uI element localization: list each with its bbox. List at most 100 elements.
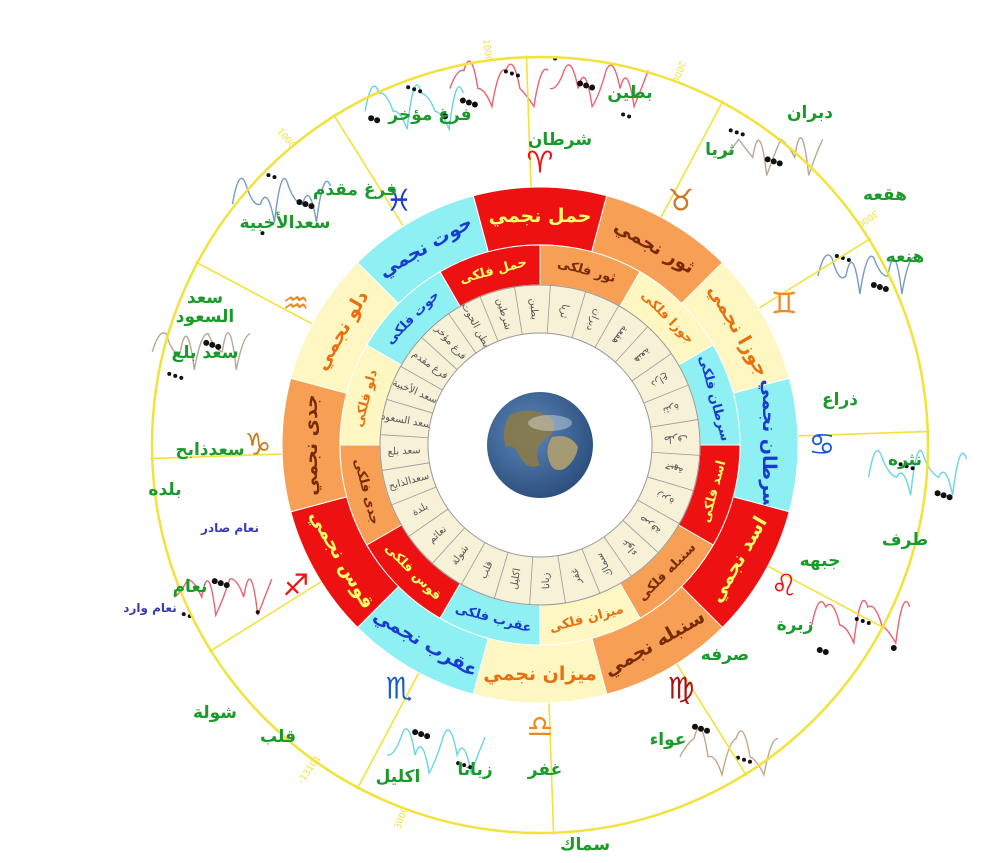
earth-continent [503, 410, 555, 467]
mansion-divider [651, 451, 700, 456]
star-dot [368, 115, 375, 122]
constellation-sketch [549, 64, 649, 110]
outer-mansion-label: قلب [260, 727, 296, 747]
star-dot [776, 160, 783, 167]
mansion-divider [631, 353, 672, 382]
star-dot [515, 73, 520, 78]
star-dot [442, 113, 449, 120]
star-dot [215, 343, 222, 350]
mansion-divider [421, 337, 458, 370]
sidereal-sign-label: جدى نجمي [300, 394, 322, 496]
outer-mansion-label: زبرة [777, 615, 814, 635]
star-dot [770, 158, 777, 165]
mansion-divider [386, 398, 433, 414]
mansion-name: غفر [569, 567, 584, 586]
star-dot [179, 375, 184, 380]
mansion-divider [637, 499, 680, 524]
sign-boundary-spoke [150, 453, 286, 460]
mansion-divider [622, 520, 659, 553]
outer-mansion-label: زبانا [457, 760, 492, 780]
sidereal-sign-label: سرطان نجمي [758, 379, 780, 510]
star-dot [266, 173, 271, 178]
star-dot [418, 731, 425, 738]
zodiac-symbol-icon: ♏ [386, 672, 413, 707]
star-dot [203, 339, 210, 346]
mansion-divider [381, 462, 430, 471]
mansion-divider [400, 366, 443, 391]
star-dot [583, 82, 590, 89]
outer-mansion-label: سعد [187, 288, 223, 308]
mansion-divider [557, 555, 566, 604]
constellation-sketch [679, 727, 779, 778]
star-dot [621, 112, 626, 117]
star-dot [870, 281, 877, 288]
star-dot [308, 203, 315, 210]
mansion-name: سعد بلع [387, 445, 421, 458]
star-dot [211, 578, 218, 585]
earth-cloud [528, 415, 572, 431]
mansion-name: ثريا [557, 303, 570, 319]
sign-boundary-spoke [195, 261, 316, 326]
sign-boundary-spoke [356, 669, 421, 790]
constellation-sketch [867, 449, 968, 496]
outer-mansion-label: سعدالأخبية [239, 212, 330, 233]
circle-tick-label: 1000 [275, 127, 298, 151]
outer-mansion-label: نعام [173, 577, 208, 597]
star-dot [734, 130, 739, 135]
sign-boundary-spoke [674, 660, 748, 777]
star-dot [627, 114, 632, 119]
star-dot [418, 89, 423, 94]
constellation-sketch [817, 254, 917, 295]
outer-mansion-label: نعام صادر [200, 521, 259, 536]
star-dot [846, 257, 851, 262]
star-dot [940, 492, 947, 499]
star-dot [822, 649, 829, 655]
mansion-divider [615, 326, 648, 363]
mansion-divider [643, 384, 689, 404]
mansion-divider [479, 296, 499, 342]
outer-mansion-label: اكليل [376, 767, 421, 787]
mansion-divider [571, 291, 587, 338]
constellation-sketch [151, 332, 251, 370]
star-dot [471, 101, 478, 108]
sidereal-sign-label: ميزان نجمي [483, 663, 596, 685]
outer-mansion-label: طرف [882, 530, 928, 550]
star-dot [692, 723, 698, 730]
mansion-divider [603, 536, 632, 577]
outer-mansion-label: صرفه [701, 645, 749, 665]
circle-tick-label: 2000 [669, 59, 686, 84]
sidereal-sign-label: حمل نجمي [489, 205, 592, 227]
outer-mansion-label: ذراع [822, 390, 858, 410]
outer-mansion-label: شرطان [528, 130, 592, 150]
outer-mansion-label: دبران [787, 103, 833, 123]
star-dot [740, 132, 745, 137]
outer-mansion-label: هقعه [863, 185, 907, 205]
circle-tick-label: 1000 [480, 39, 493, 63]
star-dot [459, 97, 466, 104]
mansion-divider [650, 419, 699, 428]
star-dot [468, 765, 473, 770]
constellation-sketch [364, 84, 464, 132]
zodiac-symbol-icon: ♒ [282, 287, 309, 322]
star-dot [742, 757, 746, 762]
mansion-divider [461, 542, 486, 585]
outer-mansion-label: جبهه [800, 551, 841, 571]
outer-mansion-label: سماك [560, 835, 610, 855]
mansion-divider [594, 305, 619, 348]
zodiac-symbol-icon: ♍ [668, 672, 695, 707]
mansion-divider [493, 552, 509, 599]
constellation-figures [151, 56, 968, 778]
zodiac-symbol-icon: ♊ [771, 287, 798, 322]
mansion-name: طرف [664, 433, 688, 445]
outer-mansion-label: فرغ مقدم [313, 180, 397, 200]
star-dot [728, 128, 733, 133]
zodiac-symbol-icon: ♑ [245, 428, 272, 463]
zodiac-symbol-icon: ♈ [527, 146, 554, 181]
outer-mansion-label: بلده [148, 480, 181, 500]
star-dot [509, 71, 514, 76]
star-dot [882, 285, 889, 292]
earth-ocean [487, 392, 593, 498]
star-dot [217, 580, 224, 587]
mansion-divider [581, 548, 601, 594]
